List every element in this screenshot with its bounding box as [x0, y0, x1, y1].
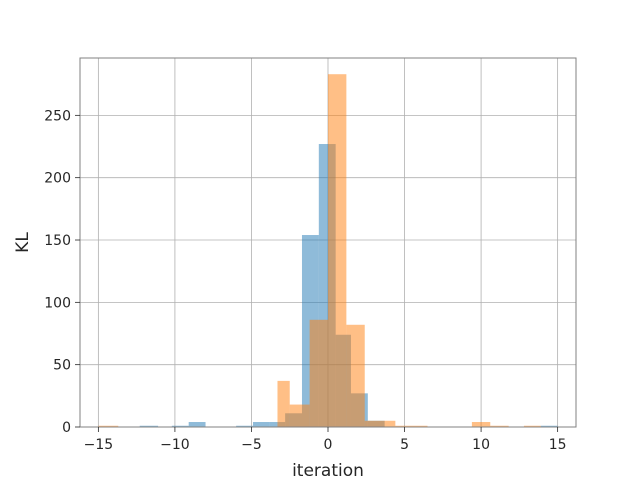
x-tick-label: 0 — [324, 437, 333, 453]
y-tick-label: 0 — [62, 420, 71, 436]
histogram-bar-series-1 — [540, 425, 558, 427]
y-tick-label: 100 — [44, 295, 71, 311]
histogram-bar-series-2 — [98, 425, 119, 427]
histogram-bar-series-1 — [171, 425, 189, 427]
histogram-bar-series-2 — [364, 420, 384, 427]
y-axis-label: KL — [13, 232, 33, 253]
histogram-bar-series-2 — [328, 74, 347, 427]
histogram-bar-series-1 — [139, 425, 159, 427]
x-tick-label: −15 — [84, 437, 114, 453]
x-tick-label: 15 — [549, 437, 567, 453]
histogram-bar-series-2 — [490, 425, 509, 427]
histogram-bars — [98, 74, 558, 427]
histogram-bar-series-2 — [309, 319, 328, 427]
y-tick-label: 150 — [44, 233, 71, 249]
y-tick-label: 50 — [53, 358, 71, 374]
y-tick-label: 200 — [44, 171, 71, 187]
histogram-bar-series-2 — [523, 425, 541, 427]
histogram-bar-series-1 — [236, 425, 253, 427]
histogram-bar-series-2 — [383, 420, 396, 427]
histogram-bar-series-2 — [471, 422, 491, 427]
x-tick-label: 5 — [400, 437, 409, 453]
x-tick-label: −10 — [160, 437, 190, 453]
histogram-bar-series-2 — [277, 380, 290, 427]
histogram-bar-series-1 — [188, 422, 206, 427]
x-tick-label: −5 — [241, 437, 262, 453]
histogram-bar-series-2 — [289, 404, 310, 427]
x-tick-label: 10 — [472, 437, 490, 453]
histogram-bar-series-1 — [252, 422, 270, 427]
histogram-bar-series-2 — [346, 324, 365, 427]
x-axis-label: iteration — [292, 461, 364, 480]
y-tick-label: 250 — [44, 108, 71, 124]
histogram-bar-series-2 — [395, 425, 428, 427]
